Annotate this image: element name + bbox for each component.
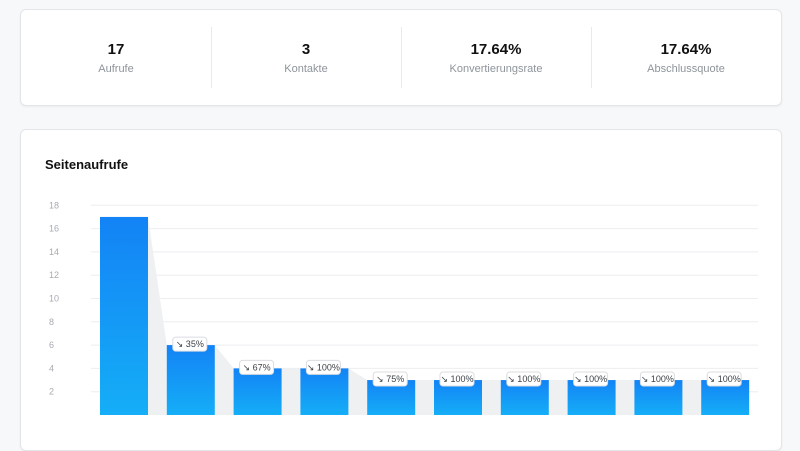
- drop-percent-label: ↘ 100%: [641, 374, 674, 384]
- y-tick-label: 8: [49, 317, 54, 327]
- y-tick-label: 18: [49, 200, 59, 210]
- stat-label: Kontakte: [284, 62, 328, 75]
- funnel-connector: [281, 368, 301, 415]
- stat-label: Abschlussquote: [647, 62, 725, 75]
- y-tick-label: 2: [49, 387, 54, 397]
- drop-percent-label: ↘ 67%: [243, 362, 271, 372]
- stat-value: 17.64%: [470, 40, 522, 58]
- y-tick-label: 4: [49, 363, 54, 373]
- funnel-connector: [148, 216, 167, 415]
- stat-value: 17.64%: [660, 40, 712, 58]
- drop-badge: [639, 371, 675, 387]
- stat-kontakte: 3 Kontakte: [211, 10, 401, 105]
- drop-badge: [573, 371, 609, 387]
- drop-percent-label: ↘ 100%: [574, 374, 607, 384]
- y-tick-label: 12: [49, 270, 59, 280]
- bar[interactable]: [233, 368, 282, 415]
- y-tick-label: 14: [49, 247, 59, 257]
- bar[interactable]: [166, 345, 215, 415]
- stat-konvertierungsrate: 17.64% Konvertierungsrate: [401, 10, 591, 105]
- funnel-connector: [415, 380, 434, 415]
- stat-value: 3: [301, 40, 311, 58]
- funnel-connector: [214, 345, 234, 415]
- drop-badge: [706, 371, 742, 387]
- stat-aufrufe: 17 Aufrufe: [21, 10, 211, 105]
- stat-abschlussquote: 17.64% Abschlussquote: [591, 10, 781, 105]
- drop-percent-label: ↘ 100%: [307, 362, 340, 372]
- stats-card: 17 Aufrufe 3 Kontakte 17.64% Konvertieru…: [20, 9, 782, 106]
- bar[interactable]: [300, 368, 349, 415]
- drop-percent-label: ↘ 35%: [176, 339, 204, 349]
- funnel-connector: [348, 368, 368, 415]
- page-views-chart: 2 4 6 8 10 12 14 16 18 ↘ 35% ↘ 67% ↘ 100% ↘ 75% ↘ 10…: [49, 200, 758, 415]
- drop-badge: [305, 359, 341, 375]
- drop-percent-label: ↘ 100%: [440, 374, 473, 384]
- y-tick-label: 6: [49, 340, 54, 350]
- drop-badge: [506, 371, 542, 387]
- chart-card: Seitenaufrufe 2 4 6 8 10 12 14 16 18 ↘ 35% ↘ 67% ↘…: [20, 129, 782, 451]
- drop-badge: [239, 359, 275, 375]
- funnel-connector: [615, 380, 635, 415]
- funnel-connector: [482, 380, 501, 415]
- stat-label: Konvertierungsrate: [449, 62, 543, 75]
- drop-percent-label: ↘ 100%: [708, 374, 741, 384]
- stat-value: 17: [107, 40, 125, 58]
- drop-badge: [439, 371, 475, 387]
- funnel-connector: [548, 380, 568, 415]
- drop-percent-label: ↘ 100%: [507, 374, 540, 384]
- y-tick-label: 10: [49, 294, 59, 304]
- bar[interactable]: [100, 216, 148, 415]
- chart-title: Seitenaufrufe: [45, 157, 129, 172]
- funnel-connector: [682, 380, 702, 415]
- y-tick-label: 16: [49, 224, 59, 234]
- drop-percent-label: ↘ 75%: [376, 374, 404, 384]
- drop-badge: [372, 371, 408, 387]
- drop-badge: [172, 336, 208, 352]
- stat-label: Aufrufe: [98, 62, 134, 75]
